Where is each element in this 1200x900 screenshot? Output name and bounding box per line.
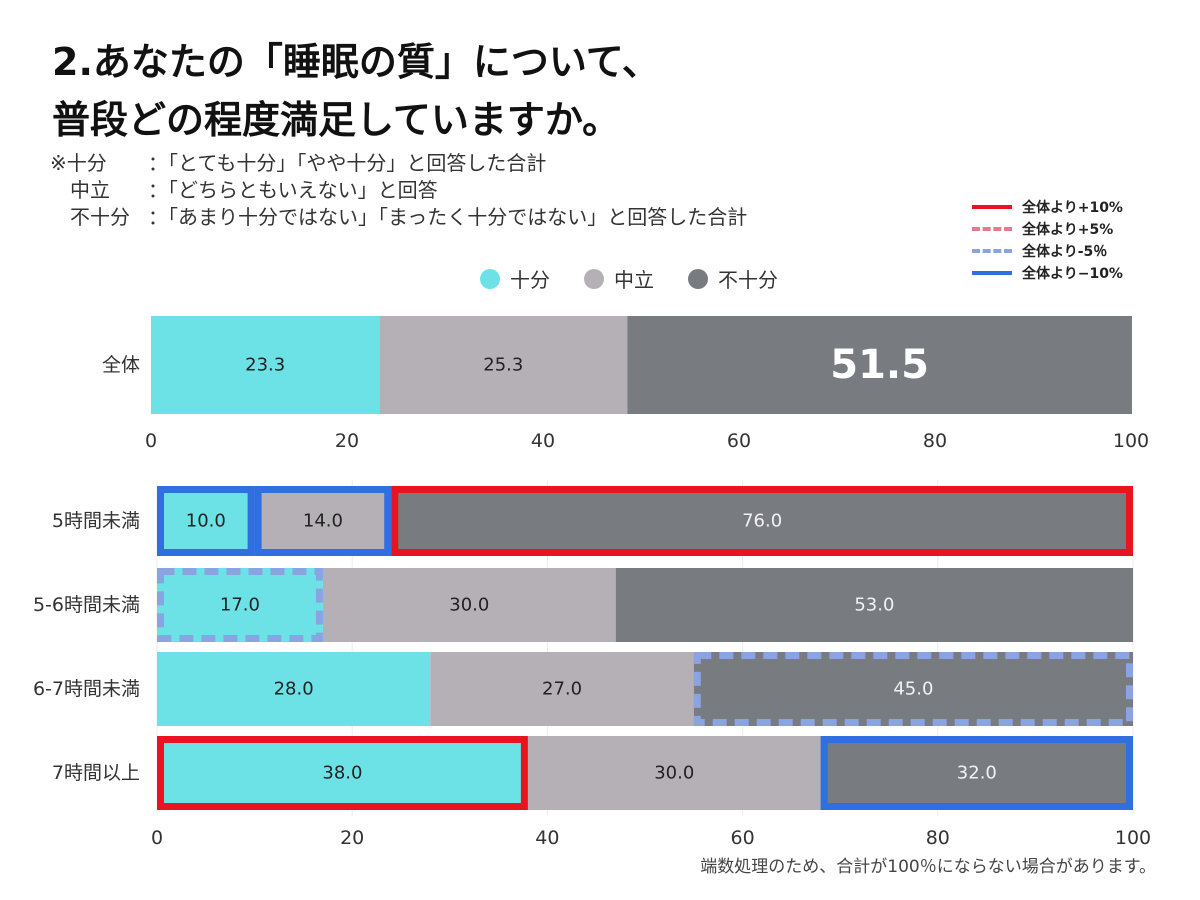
data-label-insufficient: 32.0 bbox=[957, 763, 997, 784]
data-label-insufficient: 51.5 bbox=[830, 342, 929, 388]
key-minus5: 全体より‐5％ bbox=[972, 240, 1172, 262]
key-plus5: 全体より+5% bbox=[972, 218, 1172, 240]
x-tick-label: 0 bbox=[151, 827, 163, 849]
category-label: 5時間未満 bbox=[52, 510, 140, 532]
bar-neutral bbox=[322, 568, 616, 642]
category-label: 6-7時間未満 bbox=[33, 678, 140, 700]
category-label: 全体 bbox=[102, 354, 140, 376]
legend-label: 不十分 bbox=[718, 268, 778, 292]
x-tick-label: 40 bbox=[531, 430, 555, 452]
chart-legend: 十分 中立 不十分 bbox=[480, 264, 778, 293]
cyan-dot-icon bbox=[480, 268, 500, 289]
x-tick-label: 40 bbox=[535, 827, 559, 849]
highlight-key: 全体より+10% 全体より+5% 全体より‐5％ 全体より−10% bbox=[972, 196, 1172, 284]
note-key: 中立 bbox=[50, 178, 110, 202]
data-label-insufficient: 76.0 bbox=[742, 511, 782, 532]
bar-neutral bbox=[527, 736, 821, 810]
note-text: ：「どちらともいえない」と回答 bbox=[148, 178, 438, 202]
bar-insufficient bbox=[615, 568, 1133, 642]
legend-item-sufficient: 十分 bbox=[480, 264, 550, 293]
data-label-neutral: 30.0 bbox=[449, 595, 489, 616]
key-label: 全体より−10% bbox=[1022, 266, 1123, 282]
category-label: 5-6時間未満 bbox=[33, 594, 140, 616]
note-text: ：「あまり十分ではない」「まったく十分ではない」と回答した合計 bbox=[148, 205, 748, 229]
bar-sufficient bbox=[157, 652, 431, 726]
key-label: 全体より+5% bbox=[1022, 222, 1114, 238]
x-tick-label: 20 bbox=[340, 827, 364, 849]
x-tick-label: 80 bbox=[926, 827, 950, 849]
bar-insufficient bbox=[820, 736, 1133, 810]
highlight-box-solid-blue bbox=[820, 736, 1133, 810]
category-label: 7時間以上 bbox=[52, 762, 140, 784]
footnote: 端数処理のため、合計が100％にならない場合があります。 bbox=[700, 857, 1156, 877]
data-label-insufficient: 53.0 bbox=[854, 595, 894, 616]
solid-blue-line-icon bbox=[972, 271, 1012, 275]
highlight-box-dash-blue bbox=[157, 568, 323, 642]
highlight-box-solid-red bbox=[157, 736, 528, 810]
bar-insufficient bbox=[627, 316, 1132, 414]
data-label-neutral: 27.0 bbox=[542, 679, 582, 700]
bar-sufficient bbox=[157, 568, 323, 642]
legend-label: 中立 bbox=[614, 268, 654, 292]
x-tick-label: 0 bbox=[145, 430, 157, 452]
dashed-pink-line-icon bbox=[972, 227, 1012, 231]
note-text: ：「とても十分」「やや十分」と回答した合計 bbox=[148, 151, 547, 175]
data-label-neutral: 25.3 bbox=[483, 355, 523, 376]
highlight-box-solid-blue bbox=[254, 486, 392, 556]
note-neutral: 中立 ：「どちらともいえない」と回答 bbox=[50, 177, 438, 203]
chart-title-line-1: 2.あなたの「睡眠の質」について、 bbox=[52, 40, 660, 84]
key-label: 全体より+10% bbox=[1022, 200, 1123, 216]
dark-gray-dot-icon bbox=[688, 268, 708, 289]
bar-sufficient bbox=[157, 736, 528, 810]
solid-red-line-icon bbox=[972, 205, 1012, 209]
data-label-sufficient: 10.0 bbox=[186, 511, 226, 532]
x-tick-label: 80 bbox=[923, 430, 947, 452]
highlight-box-dash-blue bbox=[693, 652, 1133, 726]
chart-title-line-2: 普段どの程度満足していますか。 bbox=[52, 98, 621, 142]
bar-neutral bbox=[430, 652, 694, 726]
legend-label: 十分 bbox=[510, 268, 550, 292]
x-tick-label: 60 bbox=[727, 430, 751, 452]
data-label-sufficient: 38.0 bbox=[322, 763, 362, 784]
data-label-neutral: 30.0 bbox=[654, 763, 694, 784]
highlight-box-solid-blue bbox=[157, 486, 255, 556]
bar-neutral bbox=[254, 486, 392, 556]
note-key: 不十分 bbox=[50, 205, 130, 229]
key-plus10: 全体より+10% bbox=[972, 196, 1172, 218]
dashed-blue-line-icon bbox=[972, 249, 1012, 253]
data-label-sufficient: 17.0 bbox=[220, 595, 260, 616]
x-tick-label: 100 bbox=[1115, 827, 1151, 849]
gray-dot-icon bbox=[584, 268, 604, 289]
bar-sufficient bbox=[151, 316, 380, 414]
bar-sufficient bbox=[157, 486, 255, 556]
bar-insufficient bbox=[693, 652, 1133, 726]
key-label: 全体より‐5％ bbox=[1022, 244, 1108, 260]
note-insufficient: 不十分 ：「あまり十分ではない」「まったく十分ではない」と回答した合計 bbox=[50, 204, 747, 230]
legend-item-insufficient: 不十分 bbox=[688, 264, 778, 293]
data-label-sufficient: 28.0 bbox=[274, 679, 314, 700]
highlight-box-solid-red bbox=[391, 486, 1133, 556]
key-minus10: 全体より−10% bbox=[972, 262, 1172, 284]
legend-item-neutral: 中立 bbox=[584, 264, 654, 293]
data-label-insufficient: 45.0 bbox=[893, 679, 933, 700]
note-key: ※十分 bbox=[50, 151, 107, 175]
x-tick-label: 100 bbox=[1113, 430, 1149, 452]
data-label-neutral: 14.0 bbox=[303, 511, 343, 532]
note-sufficient: ※十分 ：「とても十分」「やや十分」と回答した合計 bbox=[50, 150, 546, 176]
data-label-sufficient: 23.3 bbox=[245, 355, 285, 376]
x-tick-label: 60 bbox=[731, 827, 755, 849]
x-tick-label: 20 bbox=[335, 430, 359, 452]
bar-neutral bbox=[379, 316, 628, 414]
bar-insufficient bbox=[391, 486, 1133, 556]
